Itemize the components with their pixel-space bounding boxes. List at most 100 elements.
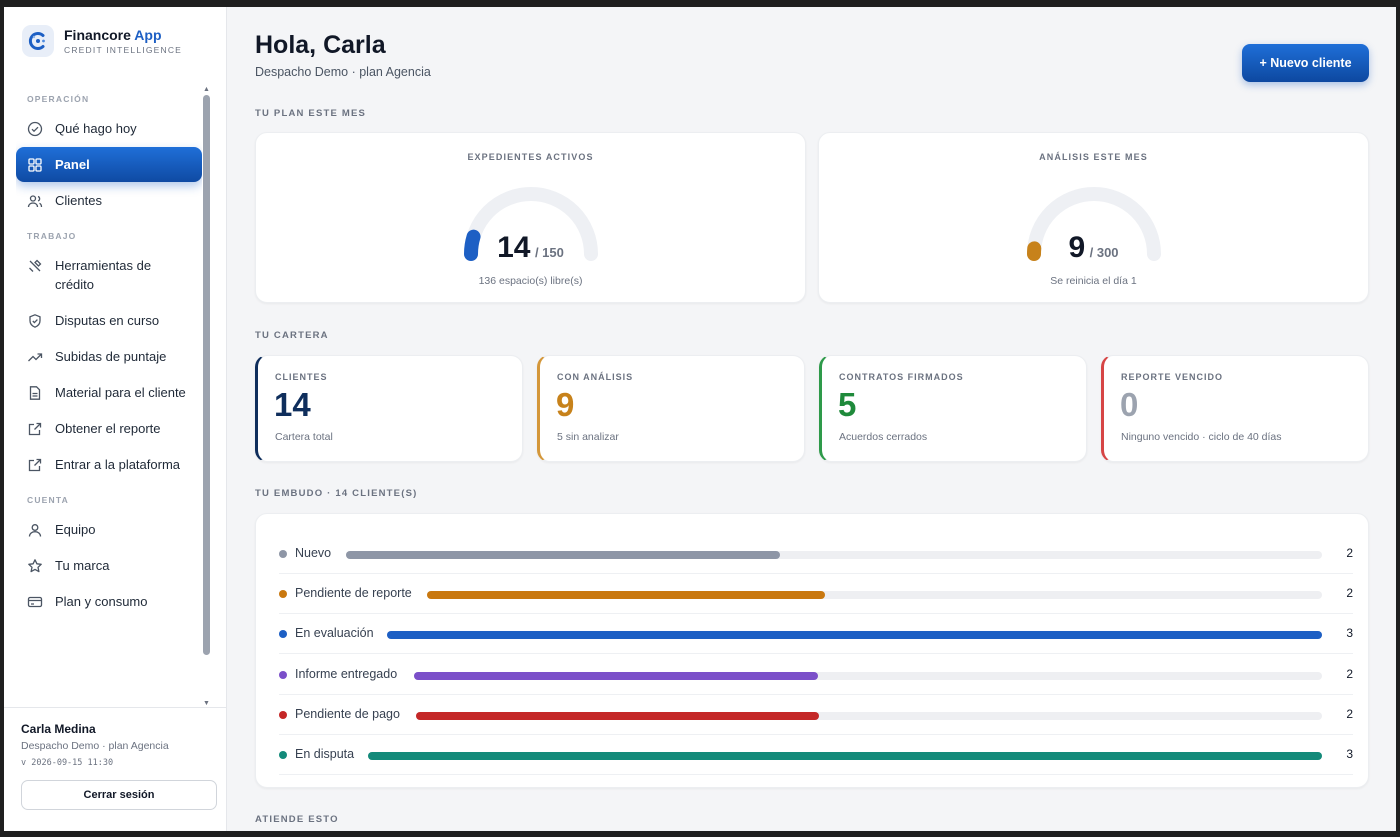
- sidebar-item-label: Entrar a la plataforma: [55, 457, 181, 472]
- external-link-icon: [28, 422, 42, 436]
- gauge-title: ANÁLISIS ESTE MES: [1039, 152, 1148, 162]
- section-label-cartera: TU CARTERA: [255, 330, 329, 341]
- funnel-bar: [387, 631, 1322, 639]
- funnel-row-informe-entregado[interactable]: Informe entregado 2: [279, 655, 1353, 695]
- funnel-count: 2: [1346, 586, 1353, 600]
- sidebar-item-label: Disputas en curso: [55, 313, 160, 328]
- brand-logo-icon: [22, 25, 54, 57]
- gauge-note: Se reinicia el día 1: [1050, 275, 1137, 287]
- funnel-label: Informe entregado: [295, 667, 398, 681]
- stat-value: 9: [556, 386, 575, 423]
- scroll-down-icon[interactable]: ▼: [203, 699, 210, 707]
- shield-icon: [29, 314, 41, 328]
- stat-card-con-analisis[interactable]: CON ANÁLISIS 9 5 sin analizar: [537, 355, 805, 462]
- sidebar-item-equipo[interactable]: Equipo: [16, 512, 202, 547]
- funnel-count: 3: [1346, 747, 1353, 761]
- app-window: Financore App CREDIT INTELLIGENCE OPERAC…: [4, 7, 1396, 831]
- status-dot: [279, 630, 287, 638]
- gauge-card-analisis: ANÁLISIS ESTE MES 9 / 300 Se reinicia el…: [818, 132, 1369, 303]
- scroll-thumb[interactable]: [203, 95, 210, 655]
- gauge-title: EXPEDIENTES ACTIVOS: [467, 152, 594, 162]
- stat-card-clientes[interactable]: CLIENTES 14 Cartera total: [255, 355, 523, 462]
- funnel-row-pendiente-pago[interactable]: Pendiente de pago 2: [279, 695, 1353, 735]
- sidebar-item-label: Herramientas de crédito: [55, 258, 152, 292]
- stat-value: 5: [838, 386, 857, 423]
- brand-name: Financore App: [64, 27, 162, 43]
- sidebar-item-label: Clientes: [55, 193, 102, 208]
- funnel-bar: [346, 551, 780, 559]
- funnel-label: Pendiente de pago: [295, 707, 400, 721]
- scroll-up-icon[interactable]: ▲: [203, 85, 210, 93]
- status-dot: [279, 671, 287, 679]
- status-dot: [279, 711, 287, 719]
- section-label-plan: TU PLAN ESTE MES: [255, 108, 367, 119]
- user-org: Despacho Demo · plan Agencia: [21, 740, 169, 752]
- gauge-value: 9 / 300: [1068, 231, 1119, 264]
- sidebar-item-panel[interactable]: Panel: [16, 147, 202, 182]
- status-dot: [279, 550, 287, 558]
- funnel-bar: [427, 591, 825, 599]
- main-content: Hola, Carla Despacho Demo · plan Agencia…: [255, 7, 1369, 831]
- stat-value: 0: [1120, 386, 1139, 423]
- stat-card-contratos[interactable]: CONTRATOS FIRMADOS 5 Acuerdos cerrados: [819, 355, 1087, 462]
- stat-note: 5 sin analizar: [557, 431, 619, 443]
- sidebar-item-label: Material para el cliente: [55, 385, 186, 400]
- external-link-icon: [28, 458, 42, 472]
- nav-section-operacion: OPERACIÓN: [27, 94, 90, 104]
- sidebar: Financore App CREDIT INTELLIGENCE OPERAC…: [4, 7, 227, 831]
- gauge-expedientes: [463, 187, 598, 261]
- sidebar-item-label: Plan y consumo: [55, 594, 148, 609]
- funnel-track: [368, 752, 1322, 760]
- brand[interactable]: Financore App CREDIT INTELLIGENCE: [22, 25, 182, 57]
- funnel-track: [387, 631, 1322, 639]
- gauge-card-expedientes: EXPEDIENTES ACTIVOS 14 / 150 136 espacio…: [255, 132, 806, 303]
- funnel-row-en-disputa[interactable]: En disputa 3: [279, 735, 1353, 775]
- funnel-bar: [368, 752, 1322, 760]
- sidebar-item-label: Subidas de puntaje: [55, 349, 167, 364]
- funnel-bar: [416, 712, 819, 720]
- sidebar-nav: OPERACIÓN Qué hago hoy Panel Clientes TR…: [16, 87, 202, 695]
- new-client-button[interactable]: + Nuevo cliente: [1242, 44, 1369, 82]
- funnel-row-nuevo[interactable]: Nuevo 2: [279, 534, 1353, 574]
- logout-button[interactable]: Cerrar sesión: [21, 780, 217, 810]
- sidebar-scrollbar[interactable]: ▲ ▼: [202, 85, 211, 707]
- sidebar-item-material[interactable]: Material para el cliente: [16, 375, 202, 410]
- sidebar-item-label: Qué hago hoy: [55, 121, 137, 136]
- page-title: Hola, Carla: [255, 31, 386, 59]
- funnel-track: [416, 712, 1322, 720]
- credit-card-icon: [27, 596, 43, 608]
- sidebar-item-clientes[interactable]: Clientes: [16, 183, 202, 218]
- funnel-row-en-evaluacion[interactable]: En evaluación 3: [279, 614, 1353, 654]
- funnel-count: 2: [1346, 546, 1353, 560]
- user-name: Carla Medina: [21, 722, 96, 736]
- sidebar-item-subidas[interactable]: Subidas de puntaje: [16, 339, 202, 374]
- sidebar-item-obtener-reporte[interactable]: Obtener el reporte: [16, 411, 202, 446]
- sidebar-item-tu-marca[interactable]: Tu marca: [16, 548, 202, 583]
- users-icon: [27, 195, 43, 208]
- sidebar-item-label: Obtener el reporte: [55, 421, 161, 436]
- stat-card-reporte-vencido[interactable]: REPORTE VENCIDO 0 Ninguno vencido · cicl…: [1101, 355, 1369, 462]
- stat-note: Cartera total: [275, 431, 333, 443]
- funnel-label: En disputa: [295, 747, 355, 761]
- funnel-row-pendiente-reporte[interactable]: Pendiente de reporte 2: [279, 574, 1353, 614]
- stat-note: Acuerdos cerrados: [839, 431, 928, 443]
- sidebar-item-plan-consumo[interactable]: Plan y consumo: [16, 584, 202, 619]
- funnel-track: [427, 591, 1322, 599]
- stat-label: CONTRATOS FIRMADOS: [839, 372, 964, 382]
- funnel-label: Pendiente de reporte: [295, 586, 412, 600]
- funnel-bar: [414, 672, 818, 680]
- section-label-embudo: TU EMBUDO · 14 CLIENTE(S): [255, 488, 418, 499]
- funnel-track: [414, 672, 1322, 680]
- sidebar-item-entrar-plataforma[interactable]: Entrar a la plataforma: [16, 447, 202, 482]
- document-icon: [29, 386, 41, 400]
- funnel-count: 2: [1346, 707, 1353, 721]
- sidebar-item-que-hago-hoy[interactable]: Qué hago hoy: [16, 111, 202, 146]
- user-box: Carla Medina Despacho Demo · plan Agenci…: [4, 707, 226, 810]
- star-icon: [28, 559, 42, 573]
- sidebar-item-disputas[interactable]: Disputas en curso: [16, 303, 202, 338]
- stat-label: REPORTE VENCIDO: [1121, 372, 1224, 382]
- funnel-label: En evaluación: [295, 626, 374, 640]
- gauge-value: 14 / 150: [497, 231, 564, 264]
- sidebar-item-label: Tu marca: [55, 558, 110, 573]
- sidebar-item-herramientas[interactable]: Herramientas de crédito: [16, 248, 202, 302]
